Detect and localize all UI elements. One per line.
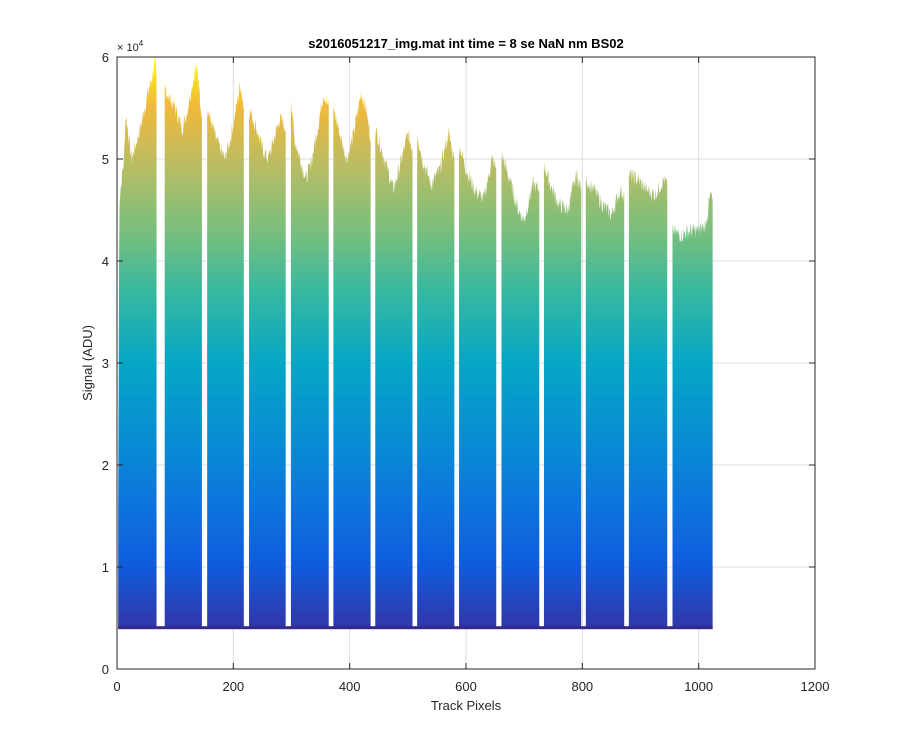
x-tick-label: 1000: [684, 679, 713, 694]
y-tick-label: 6: [102, 50, 109, 65]
y-tick-label: 2: [102, 458, 109, 473]
data-layer: [118, 56, 713, 630]
signal-stripe-14: [672, 190, 713, 629]
y-tick-label: 4: [102, 254, 109, 269]
x-tick-label: 600: [455, 679, 477, 694]
y-tick-label: 0: [102, 662, 109, 677]
y-tick-label: 1: [102, 560, 109, 575]
signal-stripe-6: [333, 92, 371, 629]
y-axis-label: Signal (ADU): [80, 325, 95, 401]
y-tick-label: 3: [102, 356, 109, 371]
signal-stripe-4: [249, 107, 286, 629]
signal-stripe-9: [459, 143, 497, 629]
signal-stripe-13: [628, 168, 668, 629]
y-tick-label: 5: [102, 152, 109, 167]
signal-stripe-8: [417, 127, 455, 629]
x-tick-label: 1200: [801, 679, 830, 694]
y-exponent-label: × 104: [117, 39, 144, 54]
signal-stripe-2: [164, 62, 202, 629]
signal-stripe-12: [585, 173, 625, 629]
x-axis-label: Track Pixels: [431, 698, 502, 713]
tick-marks: 0 200 400 600 800 1000 1200 0 1 2 3 4 5 6: [102, 50, 830, 694]
x-tick-label: 0: [113, 679, 120, 694]
x-tick-label: 400: [339, 679, 361, 694]
baseline-band: [118, 626, 713, 630]
x-tick-label: 800: [571, 679, 593, 694]
signal-stripe-10: [501, 151, 540, 629]
x-tick-label: 200: [222, 679, 244, 694]
signal-stripe-11: [543, 161, 582, 629]
signal-stripe-5: [290, 96, 329, 629]
signal-stripe-1: [118, 56, 157, 629]
signal-stripe-3: [207, 81, 244, 629]
chart-title: s2016051217_img.mat int time = 8 se NaN …: [308, 36, 623, 51]
signal-stripe-7: [375, 127, 413, 629]
